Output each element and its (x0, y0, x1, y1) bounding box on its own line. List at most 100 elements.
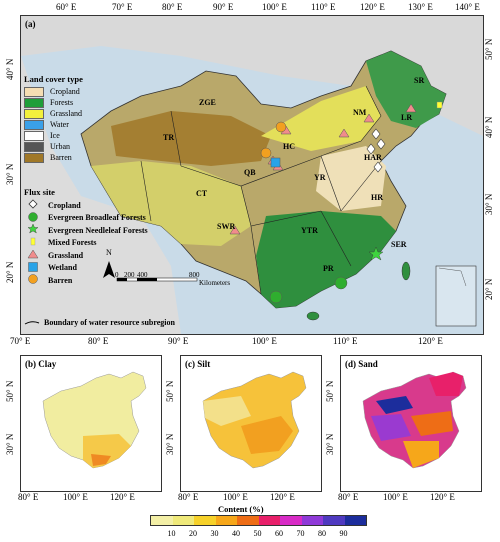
flux-site-label: Cropland (48, 200, 81, 210)
right-lat-tick: 40° N (484, 116, 494, 138)
silt-panel-label: (c) Silt (185, 359, 211, 369)
colorbar-segment (258, 516, 280, 525)
top-lon-tick: 130° E (408, 2, 433, 12)
region-label: HAR (364, 153, 382, 162)
top-lon-tick: 120° E (360, 2, 385, 12)
left-lat-tick: 30° N (5, 163, 15, 185)
colorbar-segment (237, 516, 259, 525)
main-panel-label: (a) (25, 19, 36, 29)
region-label: SWR (217, 222, 236, 231)
diamond-site-marker (376, 138, 386, 150)
sub-y-tick: 50° N (325, 380, 335, 402)
sand-map-svg (362, 371, 467, 469)
colorbar-tick: 60 (275, 529, 283, 538)
boundary-label: Boundary of water resource subregion (44, 318, 175, 327)
sub-y-tick: 50° N (165, 380, 175, 402)
flux-site-item: Barren (24, 274, 184, 287)
mixed-forest-site-marker (436, 101, 443, 109)
flux-site-label: Evergreen Broadleaf Forests (48, 213, 146, 223)
region-label: SR (414, 76, 425, 85)
grassland-site-marker (363, 113, 375, 123)
barren-site-marker (260, 147, 272, 159)
land-cover-label: Cropland (50, 87, 80, 96)
diamond-site-marker (371, 128, 381, 140)
boundary-legend: Boundary of water resource subregion (24, 318, 175, 327)
flux-site-item: Mixed Forests (24, 237, 184, 250)
colorbar-segment (323, 516, 345, 525)
land-cover-swatch (24, 152, 44, 163)
broadleaf-site-marker (334, 276, 348, 290)
land-cover-swatch (24, 130, 44, 141)
flux-site-item: Cropland (24, 199, 184, 212)
flux-site-item: Evergreen Needleleaf Forests (24, 223, 184, 237)
land-cover-item: Ice (24, 130, 164, 141)
main-map-svg (21, 16, 483, 334)
region-label: ZGE (199, 98, 216, 107)
sub-x-tick: 120° E (110, 492, 135, 502)
clay-panel: (b) Clay (20, 355, 162, 492)
square-icon (24, 237, 42, 249)
flux-site-label: Evergreen Needleleaf Forests (48, 225, 148, 235)
land-cover-swatch (24, 108, 44, 119)
barren-site-marker (275, 121, 287, 133)
flux-site-label: Grassland (48, 250, 84, 260)
sub-x-tick: 100° E (383, 492, 408, 502)
flux-site-markers (229, 101, 443, 304)
bottom-lon-tick: 90° E (168, 336, 189, 346)
top-lon-tick: 60° E (56, 2, 77, 12)
colorbar-segment (151, 516, 173, 525)
colorbar-segment (344, 516, 366, 525)
bottom-lon-tick: 70° E (10, 336, 31, 346)
top-lon-tick: 90° E (213, 2, 234, 12)
sub-x-tick: 120° E (270, 492, 295, 502)
land-cover-item: Forests (24, 97, 164, 108)
land-cover-label: Ice (50, 131, 60, 140)
scale-tick-1: 200 (124, 271, 135, 279)
region-label: TR (163, 133, 175, 142)
land-cover-swatch (24, 119, 44, 130)
colorbar-tick: 30 (210, 529, 219, 538)
sub-y-tick: 30° N (325, 433, 335, 455)
flux-site-label: Barren (48, 275, 73, 285)
scale-tick-0: 0 (115, 271, 119, 279)
circle-icon (24, 212, 42, 224)
region-label: HR (371, 193, 383, 202)
top-lon-tick: 70° E (112, 2, 133, 12)
land-cover-swatch (24, 141, 44, 152)
silt-panel: (c) Silt (180, 355, 322, 492)
needleleaf-site-marker (368, 246, 384, 261)
land-cover-item: Cropland (24, 86, 164, 97)
grassland-site-marker (405, 103, 417, 113)
star-icon (24, 223, 42, 236)
region-label: CT (196, 189, 208, 198)
square-icon (24, 262, 42, 274)
land-cover-item: Grassland (24, 108, 164, 119)
flux-site-label: Wetland (48, 263, 77, 273)
flux-site-label: Mixed Forests (48, 238, 97, 248)
flux-site-item: Wetland (24, 262, 184, 275)
colorbar-tick: 80 (318, 529, 326, 538)
circle-icon (24, 274, 42, 286)
left-lat-tick: 40° N (5, 58, 15, 80)
top-lon-tick: 80° E (162, 2, 183, 12)
water-resource-boundaries (140, 85, 382, 295)
colorbar-segment (172, 516, 194, 525)
land-cover-label: Grassland (50, 109, 82, 118)
bottom-lon-tick: 100° E (252, 336, 277, 346)
right-lat-tick: 20° N (484, 278, 494, 300)
right-lat-tick: 30° N (484, 193, 494, 215)
land-cover-legend: Land cover type Cropland Forests Grassland… (24, 73, 164, 163)
region-label: YTR (301, 226, 318, 235)
colorbar-tick: 70 (296, 529, 305, 538)
land-cover-title: Land cover type (24, 74, 83, 84)
north-arrow (103, 261, 115, 278)
region-label: SER (391, 240, 407, 249)
scale-tick-3: 800 (189, 271, 200, 279)
left-lat-tick: 20° N (5, 261, 15, 283)
land-cover-label: Barren (50, 153, 72, 162)
scale-unit: Kilometers (199, 279, 231, 287)
clay-panel-label: (b) Clay (25, 359, 57, 369)
diamond-site-marker (373, 161, 383, 173)
colorbar-tick: 10 (167, 529, 176, 538)
diamond-site-marker (366, 143, 376, 155)
